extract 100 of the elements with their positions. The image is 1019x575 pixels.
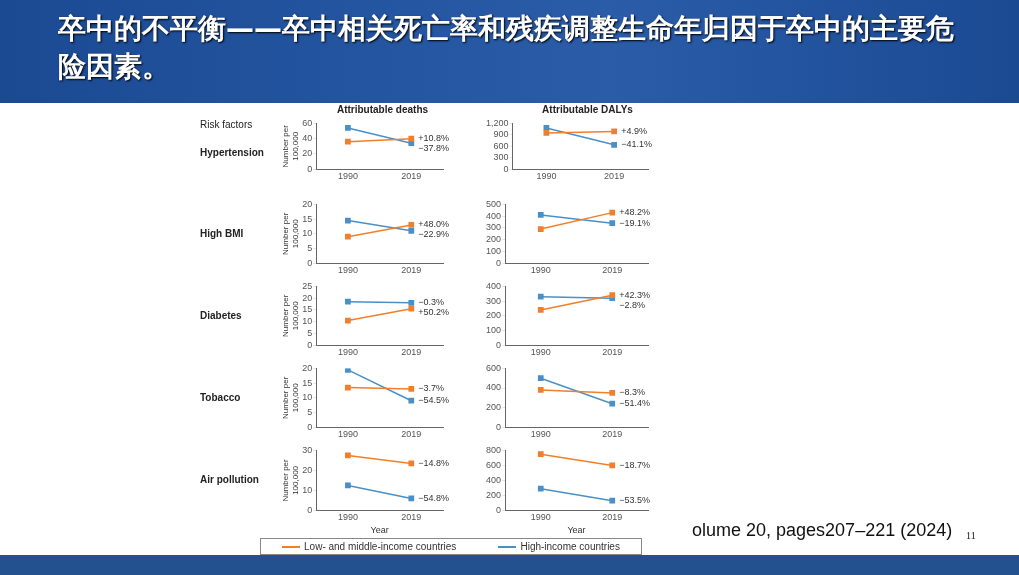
chart-subtitle: Attributable DALYs xyxy=(541,104,634,115)
annotation: −18.7% xyxy=(619,459,651,470)
y-tick-label: 20 xyxy=(302,362,313,373)
y-tick-label: 15 xyxy=(302,213,313,224)
y-tick-label: 0 xyxy=(496,421,502,432)
text: Diabetes xyxy=(200,310,242,321)
y-tick-label: 0 xyxy=(503,163,509,174)
y-tick-label: 100 xyxy=(485,324,502,335)
y-tick-label: 200 xyxy=(485,489,502,500)
x-tick-label: 2019 xyxy=(401,347,422,358)
y-tick-label: 0 xyxy=(496,257,502,268)
point xyxy=(408,460,415,467)
y-tick-label: 0 xyxy=(496,504,502,515)
point xyxy=(408,305,415,312)
annotation: +4.9% xyxy=(621,125,647,136)
annotation: −54.5% xyxy=(418,395,450,406)
point xyxy=(609,462,616,469)
text: 卒中的不平衡——卒中相关死亡率和残疾调整生命年归因于卒中的主要危险因素。 xyxy=(58,11,955,85)
point xyxy=(408,135,415,142)
point xyxy=(611,128,617,135)
x-tick-label: 2019 xyxy=(602,429,623,440)
point xyxy=(345,368,351,373)
text: 11 xyxy=(966,530,976,541)
x-tick-label: 2019 xyxy=(401,512,422,523)
x-tick-label: 2019 xyxy=(401,429,422,440)
point xyxy=(345,452,351,459)
point xyxy=(408,299,415,306)
x-tick-label: 1990 xyxy=(337,171,358,182)
x-tick-label: 1990 xyxy=(337,265,358,276)
y-tick-label: 600 xyxy=(485,459,502,470)
point xyxy=(345,482,351,489)
text: High BMI xyxy=(200,228,244,239)
text: Hypertension xyxy=(200,147,264,158)
point xyxy=(345,384,351,391)
y-tick-label: 100 xyxy=(485,245,502,256)
point xyxy=(543,130,550,136)
y-tick-label: 15 xyxy=(302,304,313,315)
x-tick-label: 1990 xyxy=(530,347,551,358)
point xyxy=(345,317,351,324)
y-tick-label: 500 xyxy=(485,198,502,209)
y-tick-label: 5 xyxy=(307,242,313,253)
x-tick-label: 2019 xyxy=(602,512,623,523)
y-tick-label: 400 xyxy=(485,280,502,291)
y-tick-label: 40 xyxy=(302,133,313,144)
y-tick-label: 10 xyxy=(302,228,313,239)
annotation: −53.5% xyxy=(619,495,651,506)
annotation: +50.2% xyxy=(418,307,450,318)
point xyxy=(537,226,544,232)
point xyxy=(537,451,544,458)
x-tick-label: 1990 xyxy=(337,429,358,440)
y-tick-label: 10 xyxy=(302,484,313,495)
annotation: −14.8% xyxy=(418,457,450,468)
y-tick-label: 20 xyxy=(302,292,313,303)
point xyxy=(537,293,544,300)
annotation: −22.9% xyxy=(418,229,450,240)
legend-label: Low- and middle-income countries xyxy=(303,541,457,552)
annotation: −19.1% xyxy=(619,217,651,228)
y-tick-label: 0 xyxy=(496,339,502,350)
y-tick-label: 30 xyxy=(302,444,313,455)
point xyxy=(408,222,415,228)
y-tick-label: 1,200 xyxy=(485,117,509,128)
annotation: +48.2% xyxy=(619,207,651,218)
point xyxy=(345,298,351,305)
y-tick-label: 5 xyxy=(307,406,313,417)
point xyxy=(537,307,544,313)
chart-subtitle: Attributable deaths xyxy=(335,104,430,115)
x-tick-label: 2019 xyxy=(401,171,422,182)
point xyxy=(537,375,544,382)
point xyxy=(609,209,616,216)
x-tick-label: 1990 xyxy=(530,429,551,440)
point xyxy=(408,397,415,404)
y-tick-label: 10 xyxy=(302,316,313,327)
y-tick-label: 200 xyxy=(485,402,502,413)
text: Air pollution xyxy=(200,474,259,485)
point xyxy=(609,497,616,504)
y-tick-label: 25 xyxy=(302,280,313,291)
x-tick-label: 1990 xyxy=(536,171,557,182)
annotation: +48.0% xyxy=(418,219,450,230)
point xyxy=(611,141,617,148)
y-tick-label: 300 xyxy=(485,222,502,233)
y-axis-title: Number per 100,000 xyxy=(281,212,300,255)
y-tick-label: 20 xyxy=(302,198,313,209)
point xyxy=(345,217,351,224)
point xyxy=(408,227,415,234)
y-axis-title: Number per 100,000 xyxy=(281,376,300,419)
point xyxy=(537,212,544,218)
annotation: +42.3% xyxy=(619,289,651,300)
annotation: −2.8% xyxy=(619,299,646,310)
point xyxy=(408,386,415,392)
annotation: −8.3% xyxy=(619,387,646,398)
point xyxy=(609,220,616,227)
y-tick-label: 5 xyxy=(307,327,313,338)
y-tick-label: 0 xyxy=(307,163,313,174)
y-tick-label: 800 xyxy=(485,444,502,455)
y-tick-label: 60 xyxy=(302,117,313,128)
y-tick-label: 400 xyxy=(485,474,502,485)
y-tick-label: 300 xyxy=(493,152,509,163)
text: olume 20, pages207–221 (2024) xyxy=(692,520,953,541)
y-axis-title: Number per 100,000 xyxy=(281,458,300,502)
text: Tobacco xyxy=(200,392,241,403)
